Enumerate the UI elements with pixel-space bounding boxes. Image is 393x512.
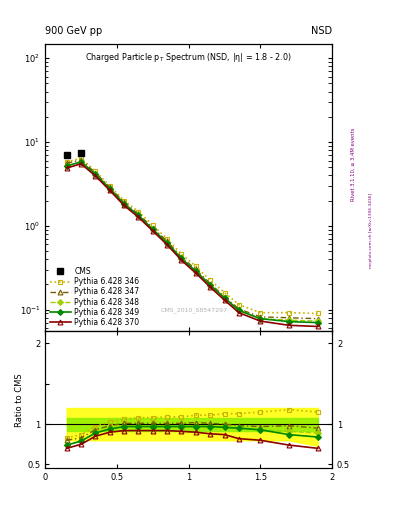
Pythia 6.428 349 xyxy=(193,268,198,274)
Pythia 6.428 348 xyxy=(315,318,320,324)
Pythia 6.428 346 xyxy=(193,263,198,269)
Text: NSD: NSD xyxy=(311,26,332,36)
Pythia 6.428 370 xyxy=(179,257,184,263)
Pythia 6.428 370 xyxy=(64,165,69,171)
Pythia 6.428 349 xyxy=(93,171,98,177)
Pythia 6.428 349 xyxy=(237,307,241,313)
Text: CMS_2010_S8547297: CMS_2010_S8547297 xyxy=(161,307,228,313)
Pythia 6.428 348 xyxy=(64,163,69,169)
Pythia 6.428 348 xyxy=(136,212,141,219)
Pythia 6.428 347 xyxy=(237,306,241,312)
CMS xyxy=(64,152,69,158)
Text: mcplots.cern.ch [arXiv:1306.3436]: mcplots.cern.ch [arXiv:1306.3436] xyxy=(369,193,373,268)
Line: Pythia 6.428 347: Pythia 6.428 347 xyxy=(64,158,320,321)
Pythia 6.428 346 xyxy=(222,289,227,295)
Pythia 6.428 347 xyxy=(64,160,69,166)
Y-axis label: Ratio to CMS: Ratio to CMS xyxy=(15,373,24,426)
Text: 900 GeV pp: 900 GeV pp xyxy=(45,26,103,36)
Pythia 6.428 348 xyxy=(122,201,127,207)
Pythia 6.428 349 xyxy=(165,240,169,246)
Pythia 6.428 349 xyxy=(79,159,83,165)
Pythia 6.428 370 xyxy=(93,173,98,179)
Text: Rivet 3.1.10, ≥ 3.4M events: Rivet 3.1.10, ≥ 3.4M events xyxy=(351,127,356,201)
Pythia 6.428 349 xyxy=(179,255,184,262)
Pythia 6.428 370 xyxy=(287,322,292,328)
Pythia 6.428 346 xyxy=(237,302,241,308)
Pythia 6.428 346 xyxy=(287,310,292,316)
Pythia 6.428 370 xyxy=(165,242,169,248)
Pythia 6.428 349 xyxy=(151,226,155,232)
Pythia 6.428 346 xyxy=(151,222,155,228)
Pythia 6.428 349 xyxy=(258,315,263,322)
Pythia 6.428 349 xyxy=(208,282,213,288)
Pythia 6.428 348 xyxy=(93,171,98,177)
Pythia 6.428 346 xyxy=(258,310,263,316)
Pythia 6.428 346 xyxy=(315,310,320,316)
Pythia 6.428 347 xyxy=(122,199,127,205)
Pythia 6.428 346 xyxy=(107,183,112,189)
Pythia 6.428 347 xyxy=(151,225,155,231)
Pythia 6.428 346 xyxy=(136,208,141,215)
Pythia 6.428 346 xyxy=(64,159,69,165)
Pythia 6.428 370 xyxy=(222,297,227,303)
Line: Pythia 6.428 346: Pythia 6.428 346 xyxy=(64,156,320,316)
Pythia 6.428 347 xyxy=(107,184,112,190)
Pythia 6.428 370 xyxy=(258,318,263,324)
Pythia 6.428 349 xyxy=(107,185,112,191)
Pythia 6.428 348 xyxy=(107,185,112,191)
Pythia 6.428 370 xyxy=(237,310,241,316)
Pythia 6.428 348 xyxy=(165,240,169,246)
Line: Pythia 6.428 348: Pythia 6.428 348 xyxy=(64,160,320,323)
Pythia 6.428 347 xyxy=(208,281,213,287)
Pythia 6.428 349 xyxy=(315,319,320,326)
Pythia 6.428 370 xyxy=(315,324,320,330)
Pythia 6.428 348 xyxy=(287,317,292,323)
Pythia 6.428 347 xyxy=(79,157,83,163)
Pythia 6.428 348 xyxy=(208,282,213,288)
Line: Pythia 6.428 349: Pythia 6.428 349 xyxy=(64,160,320,325)
Pythia 6.428 347 xyxy=(222,293,227,300)
Pythia 6.428 347 xyxy=(258,314,263,320)
Line: Pythia 6.428 370: Pythia 6.428 370 xyxy=(64,161,320,329)
Pythia 6.428 370 xyxy=(208,284,213,290)
Pythia 6.428 346 xyxy=(179,251,184,257)
Pythia 6.428 348 xyxy=(151,226,155,232)
Pythia 6.428 346 xyxy=(122,198,127,204)
Pythia 6.428 349 xyxy=(122,201,127,207)
Pythia 6.428 347 xyxy=(165,238,169,244)
Text: Charged Particle $\mathregular{p_T}$ Spectrum (NSD, $\mathregular{|\eta|}$ = 1.8: Charged Particle $\mathregular{p_T}$ Spe… xyxy=(85,51,292,63)
Pythia 6.428 346 xyxy=(165,236,169,242)
Pythia 6.428 347 xyxy=(193,266,198,272)
Pythia 6.428 349 xyxy=(64,163,69,169)
Pythia 6.428 370 xyxy=(193,270,198,276)
Pythia 6.428 370 xyxy=(151,228,155,234)
Pythia 6.428 348 xyxy=(222,295,227,301)
Pythia 6.428 348 xyxy=(258,315,263,322)
Pythia 6.428 347 xyxy=(315,315,320,322)
Line: CMS: CMS xyxy=(64,150,84,158)
Pythia 6.428 349 xyxy=(136,212,141,219)
Pythia 6.428 347 xyxy=(287,315,292,321)
Pythia 6.428 370 xyxy=(122,202,127,208)
Pythia 6.428 348 xyxy=(179,255,184,262)
Pythia 6.428 346 xyxy=(208,277,213,283)
CMS xyxy=(79,150,83,156)
Pythia 6.428 346 xyxy=(79,155,83,161)
Pythia 6.428 348 xyxy=(237,307,241,313)
Pythia 6.428 348 xyxy=(79,159,83,165)
Pythia 6.428 347 xyxy=(179,254,184,260)
Pythia 6.428 347 xyxy=(136,211,141,217)
Legend: CMS, Pythia 6.428 346, Pythia 6.428 347, Pythia 6.428 348, Pythia 6.428 349, Pyt: CMS, Pythia 6.428 346, Pythia 6.428 347,… xyxy=(48,265,141,329)
Pythia 6.428 370 xyxy=(79,161,83,167)
Pythia 6.428 348 xyxy=(193,268,198,274)
Pythia 6.428 370 xyxy=(107,187,112,194)
Pythia 6.428 349 xyxy=(222,295,227,301)
Pythia 6.428 349 xyxy=(287,318,292,325)
Pythia 6.428 370 xyxy=(136,214,141,220)
Pythia 6.428 347 xyxy=(93,169,98,176)
Pythia 6.428 346 xyxy=(93,168,98,174)
